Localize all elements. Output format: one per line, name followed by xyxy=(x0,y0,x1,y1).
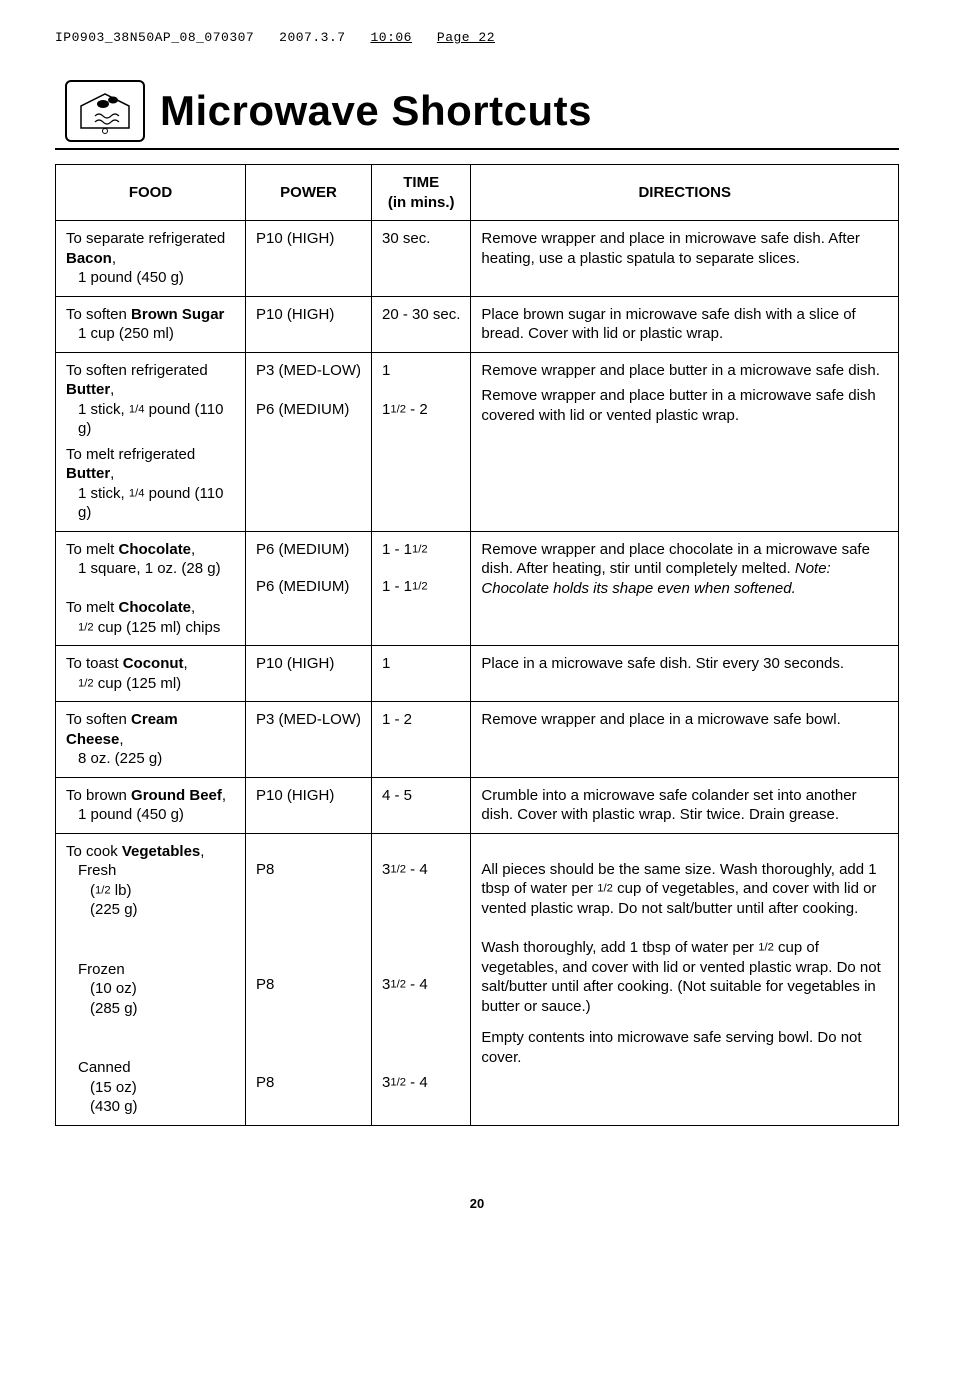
food-text: To soften xyxy=(66,306,131,323)
food-qty: (10 oz) xyxy=(66,979,235,999)
time-cell: 4 - 5 xyxy=(372,777,471,833)
table-row: To toast Coconut, 1/2 cup (125 ml) P10 (… xyxy=(56,646,899,702)
food-text: To soften refrigerated xyxy=(66,362,208,379)
food-cell: To cook Vegetables, Fresh (1/2 lb) (225 … xyxy=(56,833,246,1125)
food-qty: 1 square, 1 oz. (28 g) xyxy=(66,559,235,579)
food-cell: To soften refrigerated Butter, 1 stick, … xyxy=(56,352,246,531)
food-bold: Butter xyxy=(66,381,110,398)
food-qty: (1/2 lb) xyxy=(66,881,235,901)
table-row: To soften Cream Cheese, 8 oz. (225 g) P3… xyxy=(56,702,899,778)
food-qty: 1 pound (450 g) xyxy=(66,268,235,288)
food-text: To cook xyxy=(66,843,122,860)
header-directions: DIRECTIONS xyxy=(471,165,899,221)
directions-cell: All pieces should be the same size. Wash… xyxy=(471,833,899,1125)
power-cell: P3 (MED-LOW) xyxy=(246,702,372,778)
time-cell: 30 sec. xyxy=(372,221,471,297)
meta-file: IP0903_38N50AP_08_070307 xyxy=(55,30,254,45)
food-wt: (430 g) xyxy=(66,1097,235,1117)
food-text: To melt xyxy=(66,541,119,558)
power-cell: P10 (HIGH) xyxy=(246,296,372,352)
power-cell: P10 (HIGH) xyxy=(246,221,372,297)
power-cell: P10 (HIGH) xyxy=(246,646,372,702)
meta-time: 10:06 xyxy=(370,30,412,45)
microwave-icon xyxy=(65,80,145,142)
directions-cell: Remove wrapper and place in microwave sa… xyxy=(471,221,899,297)
food-text: To brown xyxy=(66,787,131,804)
food-text: To soften xyxy=(66,711,131,728)
food-wt: (285 g) xyxy=(66,999,235,1019)
header-time-label: TIME xyxy=(403,174,439,191)
food-bold: Butter xyxy=(66,465,110,482)
food-qty: 1 stick, 1/4 pound (110 g) xyxy=(66,400,235,439)
food-qty: 1 cup (250 ml) xyxy=(66,324,235,344)
header-food: FOOD xyxy=(56,165,246,221)
food-wt: (225 g) xyxy=(66,900,235,920)
food-cell: To soften Brown Sugar 1 cup (250 ml) xyxy=(56,296,246,352)
header-time: TIME (in mins.) xyxy=(372,165,471,221)
header-power: POWER xyxy=(246,165,372,221)
table-row: To separate refrigerated Bacon, 1 pound … xyxy=(56,221,899,297)
table-row: To brown Ground Beef, 1 pound (450 g) P1… xyxy=(56,777,899,833)
page-title: Microwave Shortcuts xyxy=(160,87,592,135)
food-bold: Coconut xyxy=(123,655,184,672)
food-text: To melt refrigerated xyxy=(66,446,195,463)
table-row: To cook Vegetables, Fresh (1/2 lb) (225 … xyxy=(56,833,899,1125)
title-divider xyxy=(55,148,899,150)
meta-date: 2007.3.7 xyxy=(279,30,345,45)
print-meta-header: IP0903_38N50AP_08_070307 2007.3.7 10:06 … xyxy=(55,30,899,45)
food-text: To melt xyxy=(66,599,119,616)
food-bold: Ground Beef xyxy=(131,787,222,804)
food-bold: Vegetables xyxy=(122,843,200,860)
food-bold: Brown Sugar xyxy=(131,306,224,323)
table-row: To soften Brown Sugar 1 cup (250 ml) P10… xyxy=(56,296,899,352)
header-time-sub: (in mins.) xyxy=(388,194,455,211)
shortcuts-table: FOOD POWER TIME (in mins.) DIRECTIONS To… xyxy=(55,164,899,1126)
food-qty: 1 pound (450 g) xyxy=(66,805,235,825)
food-variant: Canned xyxy=(66,1058,235,1078)
food-qty: (15 oz) xyxy=(66,1078,235,1098)
meta-page: Page 22 xyxy=(437,30,495,45)
time-cell: 1 xyxy=(372,646,471,702)
food-qty: 1 stick, 1/4 pound (110 g) xyxy=(66,484,235,523)
food-text: To toast xyxy=(66,655,123,672)
food-qty: 8 oz. (225 g) xyxy=(66,749,235,769)
food-text: To separate refrigerated xyxy=(66,230,225,247)
food-qty: 1/2 cup (125 ml) xyxy=(66,674,235,694)
power-cell: P6 (MEDIUM) P6 (MEDIUM) xyxy=(246,531,372,646)
time-cell: 31/2 - 4 31/2 - 4 31/2 - 4 xyxy=(372,833,471,1125)
food-variant: Frozen xyxy=(66,960,235,980)
food-bold: Bacon xyxy=(66,250,112,267)
directions-cell: Place brown sugar in microwave safe dish… xyxy=(471,296,899,352)
directions-cell: Remove wrapper and place chocolate in a … xyxy=(471,531,899,646)
food-bold: Chocolate xyxy=(119,541,192,558)
table-header-row: FOOD POWER TIME (in mins.) DIRECTIONS xyxy=(56,165,899,221)
food-cell: To soften Cream Cheese, 8 oz. (225 g) xyxy=(56,702,246,778)
table-row: To soften refrigerated Butter, 1 stick, … xyxy=(56,352,899,531)
time-cell: 1 - 2 xyxy=(372,702,471,778)
directions-cell: Place in a microwave safe dish. Stir eve… xyxy=(471,646,899,702)
time-cell: 1 - 11/2 1 - 11/2 xyxy=(372,531,471,646)
food-cell: To toast Coconut, 1/2 cup (125 ml) xyxy=(56,646,246,702)
page-heading: Microwave Shortcuts xyxy=(55,80,899,142)
food-variant: Fresh xyxy=(66,861,235,881)
power-cell: P3 (MED-LOW) P6 (MEDIUM) xyxy=(246,352,372,531)
time-cell: 20 - 30 sec. xyxy=(372,296,471,352)
directions-cell: Remove wrapper and place in a microwave … xyxy=(471,702,899,778)
power-cell: P8 P8 P8 xyxy=(246,833,372,1125)
directions-cell: Crumble into a microwave safe colander s… xyxy=(471,777,899,833)
table-row: To melt Chocolate, 1 square, 1 oz. (28 g… xyxy=(56,531,899,646)
food-cell: To melt Chocolate, 1 square, 1 oz. (28 g… xyxy=(56,531,246,646)
food-cell: To separate refrigerated Bacon, 1 pound … xyxy=(56,221,246,297)
page-number: 20 xyxy=(55,1196,899,1211)
food-bold: Chocolate xyxy=(119,599,192,616)
food-qty: 1/2 cup (125 ml) chips xyxy=(66,618,235,638)
power-cell: P10 (HIGH) xyxy=(246,777,372,833)
time-cell: 1 11/2 - 2 xyxy=(372,352,471,531)
food-cell: To brown Ground Beef, 1 pound (450 g) xyxy=(56,777,246,833)
directions-cell: Remove wrapper and place butter in a mic… xyxy=(471,352,899,531)
